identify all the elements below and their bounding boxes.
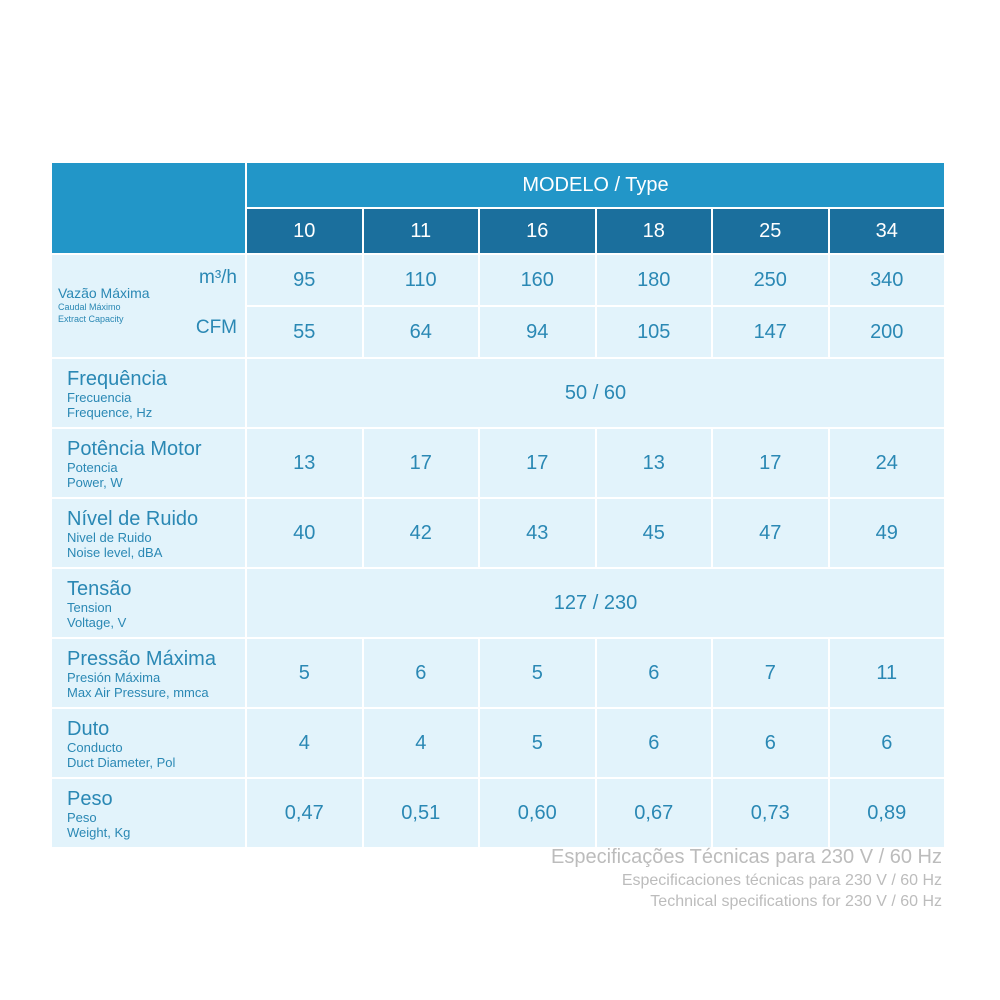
row-label-pressao-sub1: Presión Máxima <box>67 670 161 685</box>
row-label-tensao-sub2: Voltage, V <box>67 615 127 630</box>
specifications-table: MODELO / Type 10 11 16 18 25 34 Vazão Má… <box>52 163 944 847</box>
airflow-m3h-cell: 340 <box>829 255 944 305</box>
row-value-duto: 6 <box>713 709 828 777</box>
row-value-peso: 0,67 <box>596 779 711 847</box>
model-header-10: 10 <box>247 209 362 253</box>
airflow-label-main: Vazão Máxima <box>58 285 150 301</box>
row-label-peso-sub2: Weight, Kg <box>67 825 131 840</box>
row-label-tensao: Tensão Tension Voltage, V <box>52 569 245 637</box>
airflow-cfm-cell: 147 <box>713 307 828 357</box>
airflow-m3h-cell: 160 <box>480 255 595 305</box>
airflow-label: Vazão Máxima Caudal Máximo Extract Capac… <box>52 255 245 357</box>
row-value-tensao: 127 / 230 <box>247 569 944 637</box>
row-value-potencia: 13 <box>247 429 362 497</box>
row-value-pressao: 7 <box>713 639 828 707</box>
airflow-cfm-cell: 55 <box>247 307 362 357</box>
row-value-potencia: 17 <box>713 429 828 497</box>
row-value-duto: 5 <box>480 709 595 777</box>
row-label-tensao-main: Tensão <box>67 578 132 600</box>
row-value-ruido: 42 <box>363 499 478 567</box>
row-label-ruido: Nível de Ruido Nivel de Ruido Noise level,… <box>52 499 245 567</box>
footnote-en: Technical specifications for 230 V / 60 … <box>650 893 942 910</box>
row-label-tensao-sub1: Tension <box>67 600 112 615</box>
row-value-potencia: 24 <box>829 429 944 497</box>
row-label-frequencia-sub1: Frecuencia <box>67 390 132 405</box>
row-label-potencia-main: Potência Motor <box>67 438 202 460</box>
row-value-ruido: 49 <box>829 499 944 567</box>
table-corner <box>52 163 245 253</box>
airflow-cfm-cell: 64 <box>363 307 478 357</box>
row-value-ruido: 40 <box>247 499 362 567</box>
row-label-peso-main: Peso <box>67 788 113 810</box>
row-label-potencia: Potência Motor Potencia Power, W <box>52 429 245 497</box>
row-label-duto-sub1: Conducto <box>67 740 123 755</box>
model-header-25: 25 <box>713 209 828 253</box>
row-value-peso: 0,51 <box>363 779 478 847</box>
row-value-pressao: 6 <box>363 639 478 707</box>
row-value-ruido: 45 <box>596 499 711 567</box>
row-value-duto: 6 <box>596 709 711 777</box>
footnote-es: Especificaciones técnicas para 230 V / 6… <box>621 872 942 889</box>
airflow-m3h-cell: 110 <box>363 255 478 305</box>
row-value-duto: 4 <box>363 709 478 777</box>
airflow-label-sub1: Caudal Máximo <box>58 302 121 312</box>
airflow-unit-cfm: CFM <box>195 317 237 338</box>
row-label-pressao: Pressão Máxima Presión Máxima Max Air Pres… <box>52 639 245 707</box>
airflow-label-sub2: Extract Capacity <box>58 314 124 324</box>
row-label-ruido-sub2: Noise level, dBA <box>67 545 163 560</box>
row-label-pressao-sub2: Max Air Pressure, mmca <box>67 685 209 700</box>
row-value-pressao: 11 <box>829 639 944 707</box>
airflow-m3h-cell: 95 <box>247 255 362 305</box>
row-value-potencia: 17 <box>480 429 595 497</box>
row-value-peso: 0,47 <box>247 779 362 847</box>
model-header-11: 11 <box>363 209 478 253</box>
row-label-duto-main: Duto <box>67 718 110 740</box>
row-label-ruido-main: Nível de Ruido <box>67 508 199 530</box>
model-header-34: 34 <box>829 209 944 253</box>
airflow-m3h-cell: 180 <box>596 255 711 305</box>
row-label-peso-sub1: Peso <box>67 810 97 825</box>
row-label-frequencia-sub2: Frequence, Hz <box>67 405 153 420</box>
row-label-potencia-sub2: Power, W <box>67 475 123 490</box>
row-value-frequencia: 50 / 60 <box>247 359 944 427</box>
row-value-ruido: 43 <box>480 499 595 567</box>
row-value-peso: 0,89 <box>829 779 944 847</box>
airflow-cfm-cell: 200 <box>829 307 944 357</box>
airflow-cfm-cell: 105 <box>596 307 711 357</box>
row-value-duto: 4 <box>247 709 362 777</box>
airflow-m3h-cell: 250 <box>713 255 828 305</box>
row-value-pressao: 5 <box>247 639 362 707</box>
row-value-duto: 6 <box>829 709 944 777</box>
row-value-ruido: 47 <box>713 499 828 567</box>
row-label-frequencia-main: Frequência <box>67 368 168 390</box>
row-value-peso: 0,73 <box>713 779 828 847</box>
airflow-cfm-cell: 94 <box>480 307 595 357</box>
row-label-potencia-sub1: Potencia <box>67 460 118 475</box>
footnote-pt: Especificações Técnicas para 230 V / 60 … <box>551 846 942 868</box>
row-label-duto-sub2: Duct Diameter, Pol <box>67 755 176 770</box>
model-header-18: 18 <box>596 209 711 253</box>
model-header-16: 16 <box>480 209 595 253</box>
row-value-potencia: 13 <box>596 429 711 497</box>
row-label-frequencia: Frequência Frecuencia Frequence, Hz <box>52 359 245 427</box>
row-label-pressao-main: Pressão Máxima <box>67 648 216 670</box>
row-label-duto: Duto Conducto Duct Diameter, Pol <box>52 709 245 777</box>
row-value-potencia: 17 <box>363 429 478 497</box>
row-value-pressao: 6 <box>596 639 711 707</box>
airflow-unit-m3h: m³/h <box>199 267 237 288</box>
row-label-ruido-sub1: Nivel de Ruido <box>67 530 152 545</box>
row-value-pressao: 5 <box>480 639 595 707</box>
row-value-peso: 0,60 <box>480 779 595 847</box>
row-label-peso: Peso Peso Weight, Kg <box>52 779 245 847</box>
modelo-header: MODELO / Type <box>247 163 944 207</box>
